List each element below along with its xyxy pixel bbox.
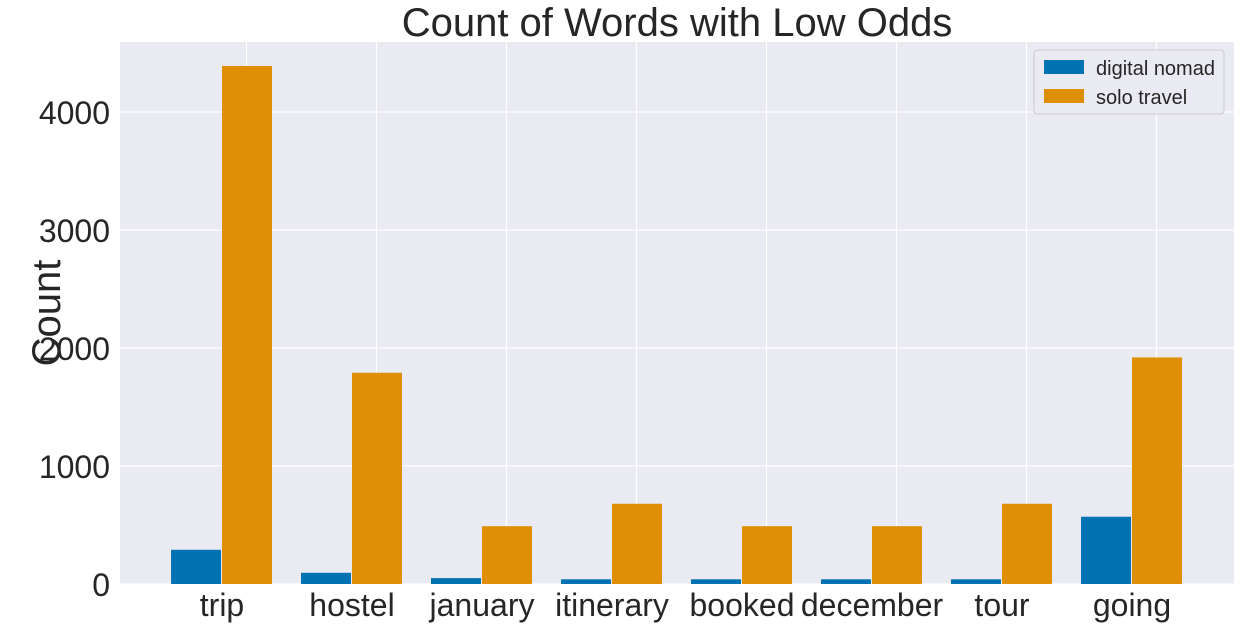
bar-digital-nomad-booked bbox=[691, 579, 741, 584]
bar-solo-travel-itinerary bbox=[612, 503, 662, 584]
bar-solo-travel-trip bbox=[222, 65, 272, 585]
y-tick-label: 2000 bbox=[39, 331, 110, 367]
bar-solo-travel-booked bbox=[742, 526, 792, 584]
bar-digital-nomad-hostel bbox=[301, 572, 351, 584]
y-axis-label: Count bbox=[25, 260, 69, 367]
x-tick-label: booked bbox=[690, 587, 795, 623]
x-tick-labels: trip hostel january itinerary booked december… bbox=[200, 587, 1171, 623]
bar-solo-travel-tour bbox=[1002, 503, 1052, 584]
legend-swatch-solo-travel bbox=[1044, 89, 1084, 103]
bar-digital-nomad-going bbox=[1081, 516, 1131, 584]
legend-label-solo-travel: solo travel bbox=[1096, 87, 1187, 109]
x-tick-label: tour bbox=[974, 587, 1029, 623]
x-tick-label: itinerary bbox=[555, 587, 669, 623]
bar-solo-travel-january bbox=[482, 526, 532, 584]
x-tick-label: going bbox=[1093, 587, 1171, 623]
x-tick-label: hostel bbox=[309, 587, 394, 623]
x-tick-label: january bbox=[429, 587, 535, 623]
x-tick-label: december bbox=[801, 587, 944, 623]
plot-background bbox=[120, 42, 1234, 584]
y-tick-label: 4000 bbox=[39, 95, 110, 131]
bar-digital-nomad-trip bbox=[171, 549, 221, 584]
bar-digital-nomad-december bbox=[821, 579, 871, 584]
bar-solo-travel-december bbox=[872, 526, 922, 584]
bar-digital-nomad-itinerary bbox=[561, 579, 611, 584]
y-tick-label: 0 bbox=[92, 567, 110, 603]
legend-label-digital-nomad: digital nomad bbox=[1096, 58, 1215, 80]
chart-title: Count of Words with Low Odds bbox=[402, 1, 953, 45]
legend: digital nomad solo travel bbox=[1033, 49, 1225, 115]
y-tick-label: 1000 bbox=[39, 449, 110, 485]
bars bbox=[171, 65, 1182, 585]
bar-solo-travel-hostel bbox=[352, 372, 402, 584]
legend-swatch-digital-nomad bbox=[1044, 60, 1084, 74]
x-tick-label: trip bbox=[200, 587, 244, 623]
y-tick-label: 3000 bbox=[39, 213, 110, 249]
bar-digital-nomad-january bbox=[431, 578, 481, 584]
bar-digital-nomad-tour bbox=[951, 579, 1001, 584]
bar-solo-travel-going bbox=[1132, 357, 1182, 584]
y-tick-labels: 0 1000 2000 3000 4000 bbox=[39, 95, 110, 603]
